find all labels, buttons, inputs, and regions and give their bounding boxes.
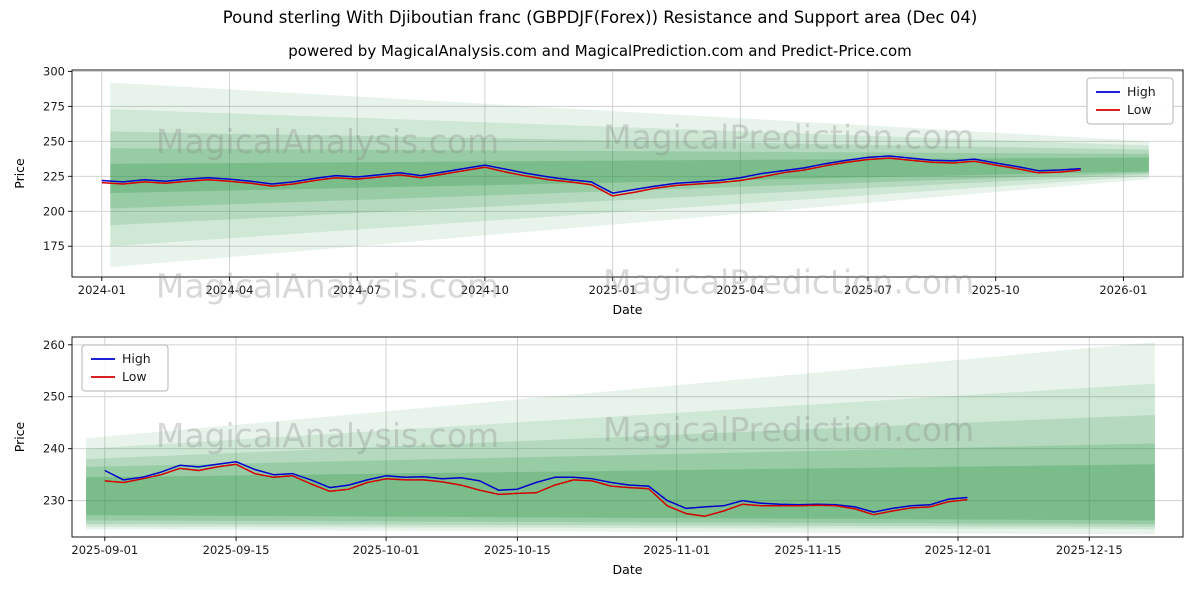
x-tick-label: 2025-07 bbox=[844, 283, 892, 297]
low-line bbox=[101, 157, 1081, 197]
x-tick-label: 2026-01 bbox=[1099, 283, 1147, 297]
main-forecast-chart: 2024-01 2024-04 2024-07 2024-10 2025-01 2025-… bbox=[12, 64, 1184, 317]
x-tick-label: 2025-01 bbox=[589, 283, 637, 297]
x-tick-label: 2024-07 bbox=[333, 283, 381, 297]
band bbox=[110, 109, 1149, 247]
recent-forecast-chart: 2025-09-01 2025-09-15 2025-10-01 2025-10-15… bbox=[12, 336, 1184, 577]
watermark: MagicalPrediction.com bbox=[603, 410, 974, 449]
band bbox=[110, 82, 1149, 268]
y-tick-label: 250 bbox=[43, 134, 65, 148]
plot-border bbox=[71, 69, 1184, 278]
y-tick-label: 300 bbox=[43, 64, 65, 78]
x-tick-label: 2025-12-01 bbox=[925, 543, 992, 557]
high-line bbox=[104, 460, 968, 513]
plot-border bbox=[71, 336, 1184, 538]
x-tick-label: 2025-09-01 bbox=[71, 543, 138, 557]
watermark: MagicalAnalysis.com bbox=[156, 416, 499, 455]
y-axis-label: Price bbox=[12, 158, 27, 189]
grid bbox=[72, 337, 1183, 537]
x-axis-label: Date bbox=[613, 562, 643, 577]
band bbox=[110, 157, 1149, 194]
axis-ticks: 2024-01 2024-04 2024-07 2024-10 2025-01 2025-… bbox=[43, 64, 1147, 297]
y-tick-label: 260 bbox=[43, 338, 65, 352]
band bbox=[86, 464, 1155, 521]
x-tick-label: 2025-10 bbox=[972, 283, 1020, 297]
x-tick-label: 2025-04 bbox=[716, 283, 764, 297]
legend-label: High bbox=[1127, 84, 1156, 99]
watermark: MagicalAnalysis.com bbox=[156, 122, 499, 161]
y-tick-label: 225 bbox=[43, 169, 65, 183]
grid bbox=[72, 70, 1183, 277]
y-tick-label: 275 bbox=[43, 99, 65, 113]
figure-subtitle: powered by MagicalAnalysis.com and Magic… bbox=[288, 42, 912, 60]
watermark: MagicalPrediction.com bbox=[603, 118, 974, 157]
axis-ticks: 2025-09-01 2025-09-15 2025-10-01 2025-10-15… bbox=[43, 338, 1123, 557]
watermark: MagicalAnalysis.com bbox=[156, 267, 499, 306]
y-tick-label: 240 bbox=[43, 442, 65, 456]
legend: High Low bbox=[81, 344, 169, 392]
x-tick-label: 2025-10-01 bbox=[353, 543, 420, 557]
support-resistance-bands bbox=[86, 342, 1155, 535]
y-tick-label: 200 bbox=[43, 204, 65, 218]
x-tick-label: 2024-10 bbox=[461, 283, 509, 297]
legend-label: Low bbox=[1127, 102, 1152, 117]
band bbox=[110, 148, 1149, 209]
band bbox=[86, 414, 1155, 527]
x-tick-label: 2025-11-15 bbox=[775, 543, 842, 557]
legend-label: High bbox=[122, 351, 151, 366]
y-tick-label: 230 bbox=[43, 494, 65, 508]
band bbox=[86, 383, 1155, 530]
band bbox=[86, 342, 1155, 535]
x-tick-label: 2025-10-15 bbox=[484, 543, 551, 557]
y-axis-label: Price bbox=[12, 421, 27, 452]
x-tick-label: 2025-12-15 bbox=[1056, 543, 1123, 557]
y-tick-label: 250 bbox=[43, 390, 65, 404]
legend: High Low bbox=[1086, 77, 1174, 125]
legend-label: Low bbox=[122, 369, 147, 384]
x-tick-label: 2025-11-01 bbox=[643, 543, 710, 557]
y-tick-label: 175 bbox=[43, 239, 65, 253]
low-line bbox=[104, 463, 968, 517]
x-tick-label: 2024-01 bbox=[78, 283, 126, 297]
figure-title: Pound sterling With Djiboutian franc (GB… bbox=[222, 8, 978, 27]
x-axis-label: Date bbox=[613, 302, 643, 317]
watermark: MagicalPrediction.com bbox=[603, 263, 974, 302]
x-tick-label: 2024-04 bbox=[205, 283, 253, 297]
x-tick-label: 2025-09-15 bbox=[203, 543, 270, 557]
high-line bbox=[101, 155, 1081, 194]
support-resistance-bands bbox=[110, 82, 1149, 268]
band bbox=[110, 131, 1149, 226]
